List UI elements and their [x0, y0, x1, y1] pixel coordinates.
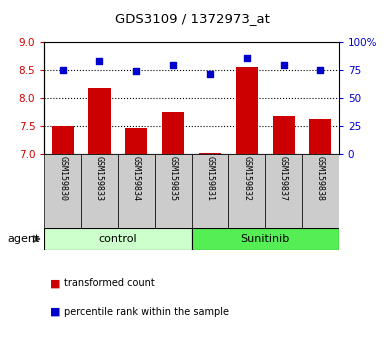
Bar — [89, 88, 110, 154]
Text: GSM159838: GSM159838 — [316, 156, 325, 201]
Bar — [52, 126, 74, 154]
Point — [281, 62, 287, 68]
Point — [244, 55, 250, 61]
Point — [207, 71, 213, 76]
Point — [60, 68, 66, 73]
Text: GSM159833: GSM159833 — [95, 156, 104, 201]
Text: GSM159834: GSM159834 — [132, 156, 141, 201]
Text: GSM159835: GSM159835 — [169, 156, 177, 201]
Point — [96, 59, 102, 64]
Point — [170, 62, 176, 68]
FancyBboxPatch shape — [118, 154, 155, 228]
Text: percentile rank within the sample: percentile rank within the sample — [64, 307, 229, 316]
FancyBboxPatch shape — [44, 228, 192, 250]
FancyBboxPatch shape — [192, 228, 339, 250]
Bar — [273, 116, 295, 154]
Text: agent: agent — [8, 234, 40, 244]
Bar — [310, 119, 331, 154]
Bar — [199, 153, 221, 154]
Text: GSM159837: GSM159837 — [279, 156, 288, 201]
Text: transformed count: transformed count — [64, 278, 154, 288]
Point — [133, 69, 139, 74]
Bar — [236, 67, 258, 154]
Point — [317, 68, 323, 73]
Text: GSM159832: GSM159832 — [242, 156, 251, 201]
FancyBboxPatch shape — [302, 154, 339, 228]
Bar — [162, 112, 184, 154]
FancyBboxPatch shape — [155, 154, 192, 228]
FancyBboxPatch shape — [228, 154, 265, 228]
Text: GSM159830: GSM159830 — [58, 156, 67, 201]
Text: ■: ■ — [50, 278, 60, 288]
Text: GSM159831: GSM159831 — [206, 156, 214, 201]
Text: ■: ■ — [50, 307, 60, 316]
FancyBboxPatch shape — [44, 154, 81, 228]
FancyBboxPatch shape — [265, 154, 302, 228]
FancyBboxPatch shape — [81, 154, 118, 228]
FancyBboxPatch shape — [192, 154, 228, 228]
Text: GDS3109 / 1372973_at: GDS3109 / 1372973_at — [115, 12, 270, 25]
Bar — [125, 128, 147, 154]
Text: control: control — [99, 234, 137, 244]
Text: Sunitinib: Sunitinib — [241, 234, 290, 244]
